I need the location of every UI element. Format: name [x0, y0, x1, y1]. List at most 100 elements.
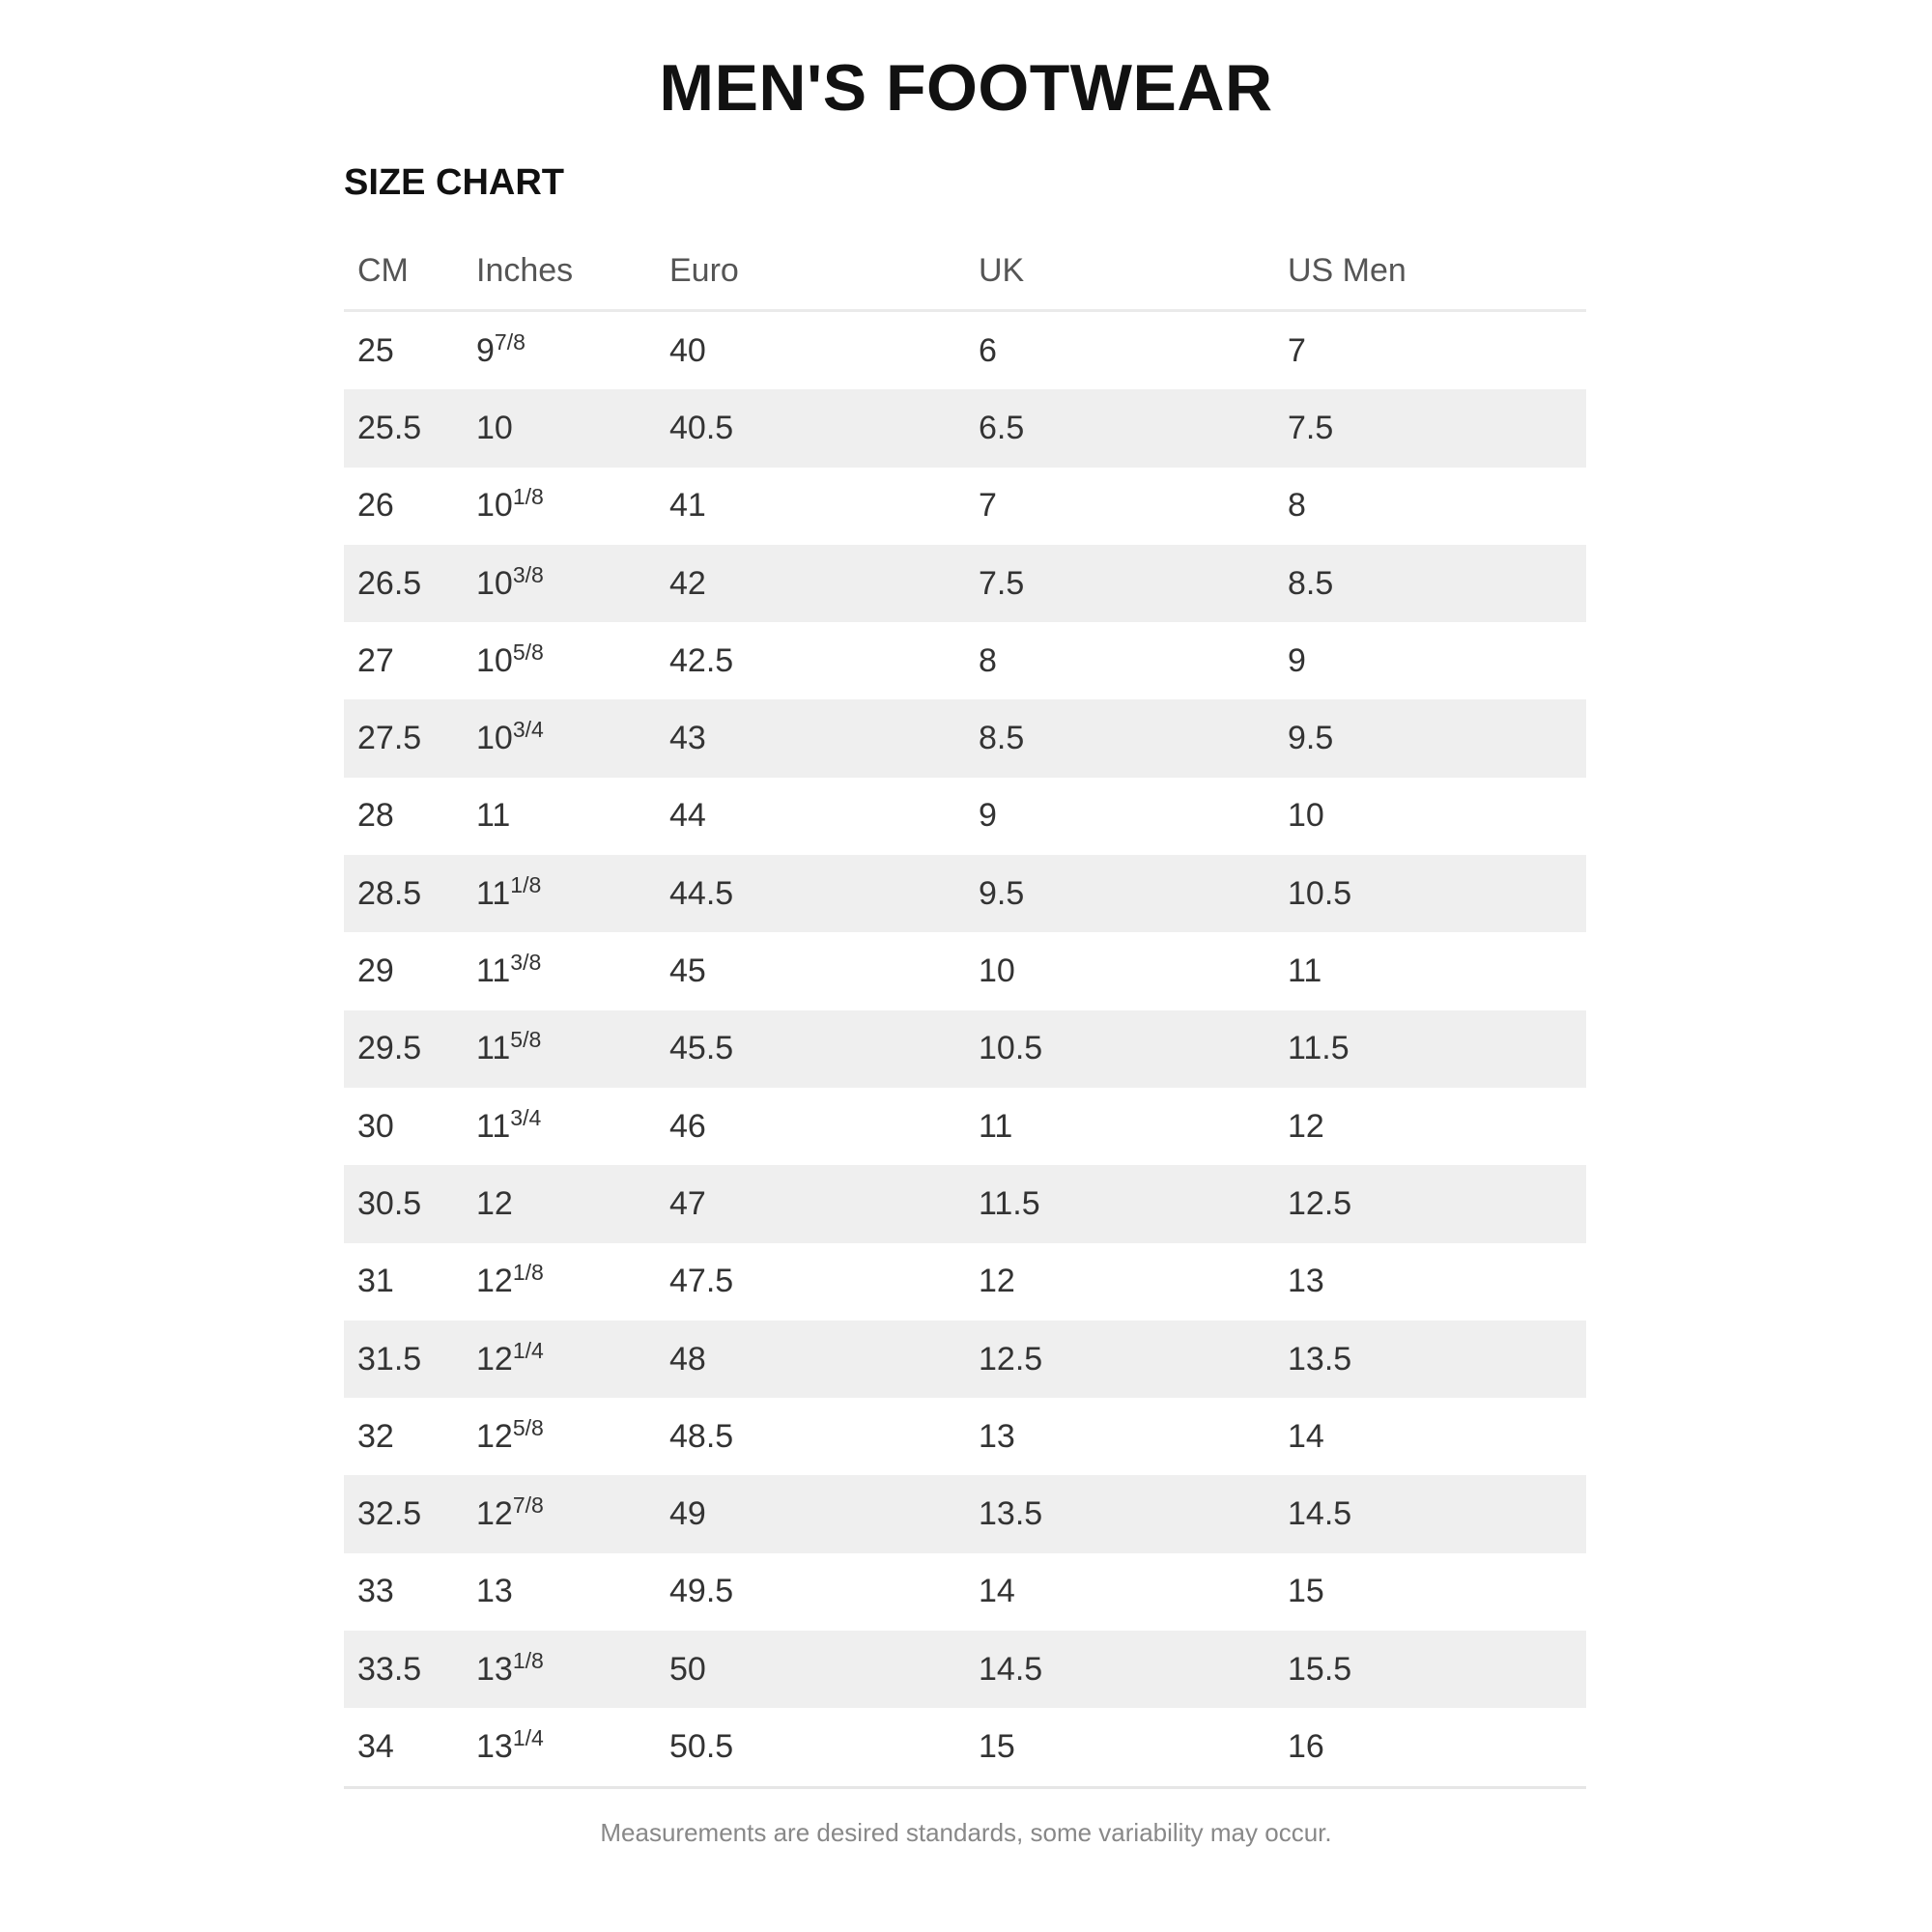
inches-whole: 13 — [476, 1573, 513, 1610]
cell-us-men: 14.5 — [1274, 1475, 1586, 1553]
inches-fraction: 1/8 — [512, 484, 544, 510]
inches-fraction: 1/8 — [512, 1260, 544, 1286]
cell-us-men: 9 — [1288, 641, 1306, 679]
cell-cm: 31 — [357, 1263, 394, 1300]
cell-inches: 103/8 — [463, 544, 656, 623]
cell-inches: 10 — [463, 389, 656, 468]
cell-uk: 13 — [979, 1417, 1015, 1455]
inches-whole: 11 — [476, 797, 511, 835]
cell-us-men: 9.5 — [1274, 699, 1586, 778]
cell-inches: 121/4 — [463, 1320, 656, 1399]
cell-uk: 10 — [979, 952, 1015, 990]
header-uk: UK — [965, 232, 1274, 312]
cell-inches: 115/8 — [463, 1009, 656, 1088]
cell-uk: 12 — [979, 1263, 1015, 1300]
table-row: 30.5 12 47 11.5 12.5 — [344, 1165, 1586, 1243]
cell-inches: 125/8 — [463, 1398, 656, 1475]
inches-whole: 12 — [476, 1340, 513, 1378]
cell-cm: 26.5 — [344, 544, 463, 623]
cell-euro: 44 — [669, 797, 706, 835]
cell-euro: 49.5 — [669, 1573, 734, 1610]
header-inches: Inches — [463, 232, 656, 312]
cell-inches: 97/8 — [463, 311, 656, 390]
cell-uk: 15 — [965, 1708, 1274, 1789]
table-row: 32.5 127/8 49 13.5 14.5 — [344, 1475, 1586, 1553]
cell-euro: 49 — [656, 1475, 965, 1553]
inches-whole: 11 — [476, 1107, 511, 1145]
table-row: 28 11 44 9 10 — [344, 778, 1586, 855]
cell-inches: 105/8 — [463, 622, 656, 699]
table-row: 25.5 10 40.5 6.5 7.5 — [344, 389, 1586, 468]
table-row: 28.5 111/8 44.5 9.5 10.5 — [344, 855, 1586, 933]
inches-whole: 11 — [476, 952, 511, 990]
cell-inches: 127/8 — [463, 1475, 656, 1553]
cell-euro: 48.5 — [669, 1417, 734, 1455]
footnote: Measurements are desired standards, some… — [600, 1818, 1332, 1847]
cell-uk: 7 — [979, 487, 997, 525]
cell-inches: 11 — [463, 778, 656, 855]
cell-euro: 40 — [669, 331, 706, 369]
inches-whole: 12 — [476, 1417, 513, 1455]
cell-cm: 33.5 — [344, 1631, 463, 1709]
inches-fraction: 3/4 — [512, 717, 544, 743]
cell-cm: 29.5 — [344, 1009, 463, 1088]
cell-us-men: 8 — [1288, 487, 1306, 525]
cell-euro: 47.5 — [669, 1263, 734, 1300]
inches-whole: 13 — [476, 1727, 513, 1765]
cell-inches: 131/8 — [463, 1631, 656, 1709]
cell-euro: 50 — [656, 1631, 965, 1709]
cell-uk: 9.5 — [965, 855, 1274, 933]
inches-fraction: 5/8 — [512, 1414, 544, 1440]
table-row: 33 13 49.5 14 15 — [344, 1553, 1586, 1631]
header-euro: Euro — [656, 232, 965, 312]
cell-euro: 45 — [669, 952, 706, 990]
inches-fraction: 5/8 — [512, 639, 544, 665]
cell-uk: 6.5 — [965, 389, 1274, 468]
cell-cm: 28 — [357, 797, 394, 835]
cell-uk: 8 — [979, 641, 997, 679]
cell-euro: 50.5 — [656, 1708, 965, 1789]
cell-cm: 30.5 — [344, 1165, 463, 1243]
inches-whole: 12 — [476, 1184, 513, 1222]
inches-whole: 10 — [476, 564, 513, 602]
cell-us-men: 15.5 — [1274, 1631, 1586, 1709]
cell-cm: 25.5 — [344, 389, 463, 468]
inches-whole: 10 — [476, 487, 513, 525]
cell-euro: 43 — [656, 699, 965, 778]
cell-euro: 42.5 — [669, 641, 734, 679]
inches-fraction: 7/8 — [494, 328, 526, 355]
inches-whole: 10 — [476, 641, 513, 679]
cell-us-men: 10.5 — [1274, 855, 1586, 933]
table-row: 31.5 121/4 48 12.5 13.5 — [344, 1320, 1586, 1399]
cell-uk: 13.5 — [965, 1475, 1274, 1553]
cell-cm: 32 — [357, 1417, 394, 1455]
size-chart-table: CM Inches Euro UK US Men 25 97/8 40 6 7 25.5 1… — [344, 232, 1586, 1789]
cell-cm: 31.5 — [344, 1320, 463, 1399]
cell-cm: 25 — [357, 331, 394, 369]
cell-euro: 45.5 — [656, 1009, 965, 1088]
cell-inches: 113/4 — [463, 1088, 656, 1165]
table-row: 30 113/4 46 11 12 — [344, 1088, 1586, 1165]
cell-inches: 131/4 — [463, 1708, 656, 1789]
table-row: 25 97/8 40 6 7 — [344, 311, 1586, 390]
inches-whole: 12 — [476, 1495, 513, 1533]
inches-fraction: 1/8 — [510, 871, 542, 897]
inches-fraction: 5/8 — [510, 1027, 542, 1053]
table-row: 33.5 131/8 50 14.5 15.5 — [344, 1631, 1586, 1709]
cell-euro: 47 — [656, 1165, 965, 1243]
page-title: MEN'S FOOTWEAR — [659, 51, 1273, 125]
inches-whole: 13 — [476, 1650, 513, 1688]
table-row: 31 121/8 47.5 12 13 — [344, 1243, 1586, 1321]
cell-uk: 6 — [979, 331, 997, 369]
inches-fraction: 3/8 — [510, 950, 542, 976]
cell-us-men: 7 — [1288, 331, 1306, 369]
cell-euro: 48 — [656, 1320, 965, 1399]
inches-fraction: 1/4 — [512, 1724, 544, 1750]
cell-uk: 10.5 — [965, 1009, 1274, 1088]
table-row: 29 113/8 45 10 11 — [344, 932, 1586, 1009]
cell-uk: 7.5 — [965, 544, 1274, 623]
cell-cm: 32.5 — [344, 1475, 463, 1553]
cell-uk: 14.5 — [965, 1631, 1274, 1709]
table-header-row: CM Inches Euro UK US Men — [344, 232, 1586, 312]
cell-us-men: 12 — [1288, 1107, 1324, 1145]
